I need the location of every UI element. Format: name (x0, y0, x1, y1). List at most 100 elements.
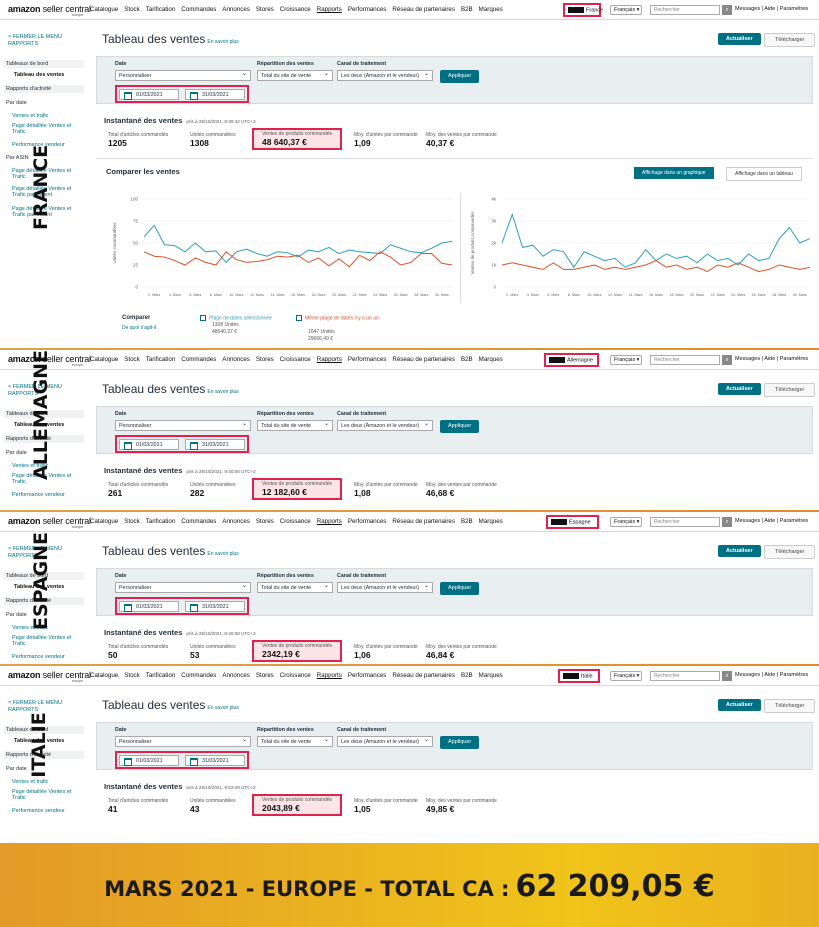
nav-item[interactable]: Stores (255, 356, 274, 363)
sidebar-activity-reports[interactable]: Rapports d'activité (4, 751, 84, 759)
breakdown-select[interactable]: Total du site de vente (257, 582, 333, 593)
nav-item[interactable]: Croissance (279, 672, 311, 679)
nav-item[interactable]: Marques (478, 356, 503, 363)
sidebar-by-date[interactable]: Par date (6, 100, 27, 106)
sidebar-activity-reports[interactable]: Rapports d'activité (4, 85, 84, 93)
nav-item[interactable]: Marques (478, 6, 503, 13)
sidebar-item[interactable]: Performance vendeur (12, 654, 65, 660)
sidebar-item[interactable]: Ventes et trafic (12, 779, 49, 785)
nav-item[interactable]: B2B (460, 6, 473, 13)
nav-item[interactable]: Commandes (181, 6, 217, 13)
close-menu-button[interactable]: × FERMER LE MENU RAPPORTS (8, 384, 62, 397)
learn-more-link[interactable]: En savoir plus (207, 705, 239, 711)
sidebar-sales-dashboard[interactable]: Tableau des ventes (14, 422, 65, 428)
breakdown-select[interactable]: Total du site de vente (257, 420, 333, 431)
sidebar-item[interactable]: Ventes et trafic (12, 463, 49, 469)
start-date-input[interactable]: 01/03/2021 (119, 601, 179, 612)
nav-item[interactable]: B2B (460, 518, 473, 525)
search-input[interactable]: Rechercher (650, 5, 720, 15)
store-selector[interactable]: Espagne (546, 515, 599, 529)
search-input[interactable]: Rechercher (650, 517, 720, 527)
nav-item[interactable]: Catalogue (90, 518, 119, 525)
end-date-input[interactable]: 31/03/2021 (185, 439, 245, 450)
seller-central-logo[interactable]: amazon seller central (8, 4, 91, 14)
sidebar-sales-dashboard[interactable]: Tableau des ventes (14, 72, 65, 78)
sidebar-item[interactable]: Page détaillée Ventes et Trafic (12, 123, 72, 135)
download-button[interactable]: Télécharger (764, 383, 816, 397)
nav-item[interactable]: Catalogue (90, 6, 119, 13)
seller-central-logo[interactable]: amazon seller central (8, 516, 91, 526)
end-date-input[interactable]: 31/03/2021 (185, 755, 245, 766)
nav-item[interactable]: Stock (124, 6, 140, 13)
legend-current[interactable]: Plage de dates sélectionnée (200, 315, 272, 322)
nav-item[interactable]: Réseau de partenaires (392, 6, 455, 13)
nav-item[interactable]: Performances (347, 672, 387, 679)
nav-item[interactable]: Rapports (316, 518, 342, 525)
download-button[interactable]: Télécharger (764, 33, 816, 47)
sidebar-item[interactable]: Page détaillée Ventes et Trafic (12, 789, 72, 801)
search-icon[interactable]: ⌕ (722, 355, 732, 365)
legend-checkbox-previous[interactable] (296, 315, 302, 321)
sidebar-sales-dashboard[interactable]: Tableau des ventes (14, 738, 65, 744)
end-date-input[interactable]: 31/03/2021 (185, 89, 245, 100)
sidebar-item[interactable]: Page détaillée Ventes et Trafic (12, 635, 72, 647)
close-menu-button[interactable]: × FERMER LE MENU RAPPORTS (8, 700, 62, 713)
date-range-select[interactable]: Personnaliser (115, 736, 251, 747)
nav-item[interactable]: Catalogue (90, 672, 119, 679)
store-selector[interactable]: France (563, 3, 603, 17)
date-range-select[interactable]: Personnaliser (115, 420, 251, 431)
sidebar-asin-item[interactable]: Page détaillée Ventes et Trafic par pare… (12, 186, 72, 198)
channel-select[interactable]: Les deux (Amazon et le vendeur) (337, 582, 433, 593)
apply-button[interactable]: Appliquer (440, 420, 480, 433)
nav-item[interactable]: Rapports (316, 672, 342, 679)
sidebar-by-date[interactable]: Par date (6, 450, 27, 456)
search-input[interactable]: Rechercher (650, 671, 720, 681)
sidebar-item[interactable]: Performance vendeur (12, 492, 65, 498)
nav-item[interactable]: B2B (460, 672, 473, 679)
nav-item[interactable]: Réseau de partenaires (392, 518, 455, 525)
end-date-input[interactable]: 31/03/2021 (185, 601, 245, 612)
nav-item[interactable]: Réseau de partenaires (392, 356, 455, 363)
sidebar-asin-item[interactable]: Page détaillée Ventes et Trafic (12, 168, 72, 180)
nav-item[interactable]: Commandes (181, 356, 217, 363)
start-date-input[interactable]: 01/03/2021 (119, 439, 179, 450)
nav-item[interactable]: Croissance (279, 518, 311, 525)
nav-item[interactable]: Annonces (222, 6, 250, 13)
header-links[interactable]: Messages | Aide | Paramètres (735, 518, 809, 524)
nav-item[interactable]: Stock (124, 356, 140, 363)
nav-item[interactable]: Stores (255, 6, 274, 13)
sidebar-by-date[interactable]: Par date (6, 766, 27, 772)
sidebar-dashboards[interactable]: Tableaux de bord (4, 60, 84, 68)
nav-item[interactable]: Stores (255, 518, 274, 525)
search-icon[interactable]: ⌕ (722, 5, 732, 15)
channel-select[interactable]: Les deux (Amazon et le vendeur) (337, 736, 433, 747)
language-select[interactable]: Français ▾ (610, 671, 642, 681)
legend-checkbox-current[interactable] (200, 315, 206, 321)
sidebar-item[interactable]: Performance vendeur (12, 142, 65, 148)
nav-item[interactable]: Annonces (222, 518, 250, 525)
sidebar-item[interactable]: Performance vendeur (12, 808, 65, 814)
search-input[interactable]: Rechercher (650, 355, 720, 365)
sidebar-item[interactable]: Ventes et trafic (12, 113, 49, 119)
nav-item[interactable]: Catalogue (90, 356, 119, 363)
apply-button[interactable]: Appliquer (440, 70, 480, 83)
breakdown-select[interactable]: Total du site de vente (257, 70, 333, 81)
nav-item[interactable]: Tarification (145, 356, 176, 363)
nav-item[interactable]: Stores (255, 672, 274, 679)
nav-item[interactable]: Performances (347, 356, 387, 363)
seller-central-logo[interactable]: amazon seller central (8, 670, 91, 680)
nav-item[interactable]: Marques (478, 518, 503, 525)
channel-select[interactable]: Les deux (Amazon et le vendeur) (337, 420, 433, 431)
sidebar-dashboards[interactable]: Tableaux de bord (4, 572, 84, 580)
nav-item[interactable]: Annonces (222, 356, 250, 363)
sidebar-dashboards[interactable]: Tableaux de bord (4, 410, 84, 418)
nav-item[interactable]: Croissance (279, 6, 311, 13)
start-date-input[interactable]: 01/03/2021 (119, 89, 179, 100)
download-button[interactable]: Télécharger (764, 545, 816, 559)
table-view-button[interactable]: Affichage dans un tableau (726, 167, 802, 181)
nav-item[interactable]: Rapports (316, 6, 342, 13)
learn-more-link[interactable]: En savoir plus (207, 389, 239, 395)
sidebar-sales-dashboard[interactable]: Tableau des ventes (14, 584, 65, 590)
learn-more-link[interactable]: En savoir plus (207, 39, 239, 45)
compare-help-link[interactable]: De quoi s'agit-il (122, 325, 157, 331)
